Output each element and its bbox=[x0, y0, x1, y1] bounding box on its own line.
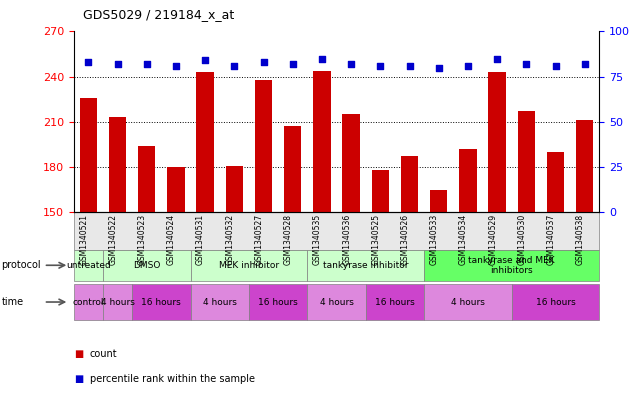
Text: 16 hours: 16 hours bbox=[375, 298, 415, 307]
Text: 4 hours: 4 hours bbox=[101, 298, 135, 307]
Bar bbox=[196, 72, 214, 212]
Point bbox=[433, 64, 444, 71]
Bar bbox=[547, 152, 564, 212]
Text: 16 hours: 16 hours bbox=[258, 298, 298, 307]
Point bbox=[83, 59, 94, 65]
Text: tankyrase and MEK
inhibitors: tankyrase and MEK inhibitors bbox=[469, 255, 555, 275]
Text: GSM1340530: GSM1340530 bbox=[517, 214, 526, 265]
Text: GSM1340529: GSM1340529 bbox=[488, 214, 497, 265]
Text: GSM1340532: GSM1340532 bbox=[226, 214, 235, 265]
Bar bbox=[284, 127, 301, 212]
Point bbox=[521, 61, 531, 67]
Point bbox=[404, 62, 415, 69]
Text: GSM1340524: GSM1340524 bbox=[167, 214, 176, 265]
Bar bbox=[109, 117, 126, 212]
Point bbox=[317, 55, 327, 62]
Text: GSM1340535: GSM1340535 bbox=[313, 214, 322, 265]
Text: protocol: protocol bbox=[1, 260, 41, 270]
Text: DMSO: DMSO bbox=[133, 261, 160, 270]
Text: count: count bbox=[90, 349, 117, 359]
Text: tankyrase inhibitor: tankyrase inhibitor bbox=[323, 261, 408, 270]
Text: GSM1340533: GSM1340533 bbox=[429, 214, 438, 265]
Point bbox=[579, 61, 590, 67]
Text: ■: ■ bbox=[74, 374, 83, 384]
Text: GSM1340538: GSM1340538 bbox=[576, 214, 585, 265]
Text: 16 hours: 16 hours bbox=[142, 298, 181, 307]
Point bbox=[200, 57, 210, 64]
Bar bbox=[254, 80, 272, 212]
Text: GSM1340536: GSM1340536 bbox=[342, 214, 351, 265]
Point bbox=[375, 62, 385, 69]
Bar bbox=[576, 120, 594, 212]
Point bbox=[112, 61, 122, 67]
Text: GSM1340521: GSM1340521 bbox=[79, 214, 88, 265]
Point bbox=[258, 59, 269, 65]
Text: GSM1340522: GSM1340522 bbox=[108, 214, 117, 265]
Text: 16 hours: 16 hours bbox=[536, 298, 576, 307]
Text: GDS5029 / 219184_x_at: GDS5029 / 219184_x_at bbox=[83, 8, 235, 21]
Point bbox=[171, 62, 181, 69]
Point bbox=[229, 62, 240, 69]
Text: GSM1340527: GSM1340527 bbox=[254, 214, 263, 265]
Text: ■: ■ bbox=[74, 349, 83, 359]
Bar bbox=[401, 156, 419, 212]
Text: percentile rank within the sample: percentile rank within the sample bbox=[90, 374, 254, 384]
Bar bbox=[342, 114, 360, 212]
Text: MEK inhibitor: MEK inhibitor bbox=[219, 261, 279, 270]
Point bbox=[288, 61, 298, 67]
Point bbox=[551, 62, 561, 69]
Text: 4 hours: 4 hours bbox=[320, 298, 353, 307]
Text: control: control bbox=[72, 298, 104, 307]
Bar bbox=[488, 72, 506, 212]
Text: GSM1340523: GSM1340523 bbox=[138, 214, 147, 265]
Text: 4 hours: 4 hours bbox=[203, 298, 237, 307]
Text: 4 hours: 4 hours bbox=[451, 298, 485, 307]
Point bbox=[346, 61, 356, 67]
Bar bbox=[167, 167, 185, 212]
Point bbox=[142, 61, 152, 67]
Bar bbox=[313, 71, 331, 212]
Text: GSM1340531: GSM1340531 bbox=[196, 214, 205, 265]
Bar bbox=[430, 189, 447, 212]
Bar bbox=[226, 165, 243, 212]
Point bbox=[492, 55, 503, 62]
Text: GSM1340525: GSM1340525 bbox=[371, 214, 380, 265]
Bar bbox=[459, 149, 477, 212]
Bar bbox=[372, 170, 389, 212]
Point bbox=[463, 62, 473, 69]
Text: GSM1340526: GSM1340526 bbox=[401, 214, 410, 265]
Bar bbox=[517, 111, 535, 212]
Bar bbox=[138, 146, 156, 212]
Text: GSM1340537: GSM1340537 bbox=[547, 214, 556, 265]
Bar bbox=[79, 98, 97, 212]
Text: GSM1340534: GSM1340534 bbox=[459, 214, 468, 265]
Text: GSM1340528: GSM1340528 bbox=[284, 214, 293, 265]
Text: untreated: untreated bbox=[66, 261, 111, 270]
Text: time: time bbox=[1, 297, 24, 307]
